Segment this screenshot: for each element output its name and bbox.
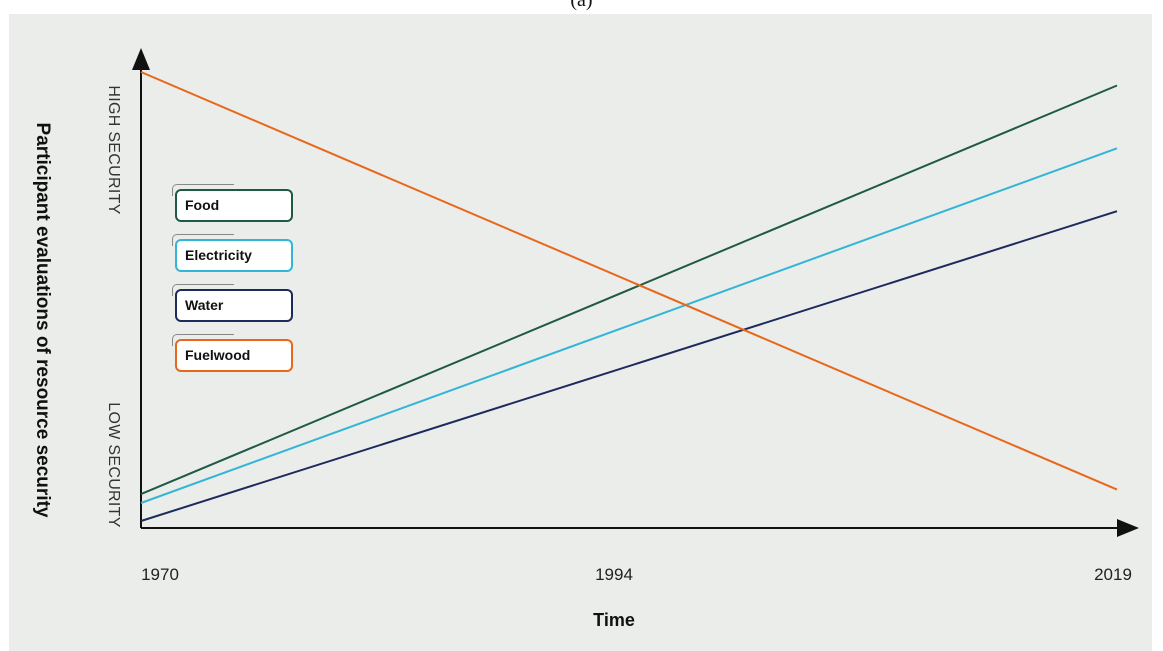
y-axis-arrow [132, 48, 150, 70]
legend-electricity: Electricity [175, 239, 293, 272]
y-tick-low: LOW SECURITY [105, 402, 122, 528]
legend-food-tab [172, 184, 234, 196]
chart-panel [9, 14, 1152, 651]
series-line-electricity [140, 147, 1118, 504]
figure-caption: (a) [570, 0, 593, 11]
x-tick-2019: 2019 [1094, 565, 1132, 584]
x-axis-arrow [1117, 519, 1139, 537]
legend-fuelwood: Fuelwood [175, 339, 293, 372]
x-tick-1994: 1994 [595, 565, 633, 584]
legend-food: Food [175, 189, 293, 222]
legend-electricity-tab [172, 234, 234, 246]
y-axis-title: Participant evaluations of resource secu… [32, 122, 53, 518]
legend-water: Water [175, 289, 293, 322]
legend-fuelwood-tab [172, 334, 234, 346]
series-line-fuelwood [140, 71, 1118, 491]
legend-water-tab [172, 284, 234, 296]
series-line-water [140, 210, 1118, 522]
y-tick-high: HIGH SECURITY [105, 85, 122, 215]
series-layer [140, 71, 1118, 522]
x-axis-title: Time [593, 610, 635, 630]
series-line-food [140, 84, 1118, 496]
x-tick-1970: 1970 [141, 565, 179, 584]
